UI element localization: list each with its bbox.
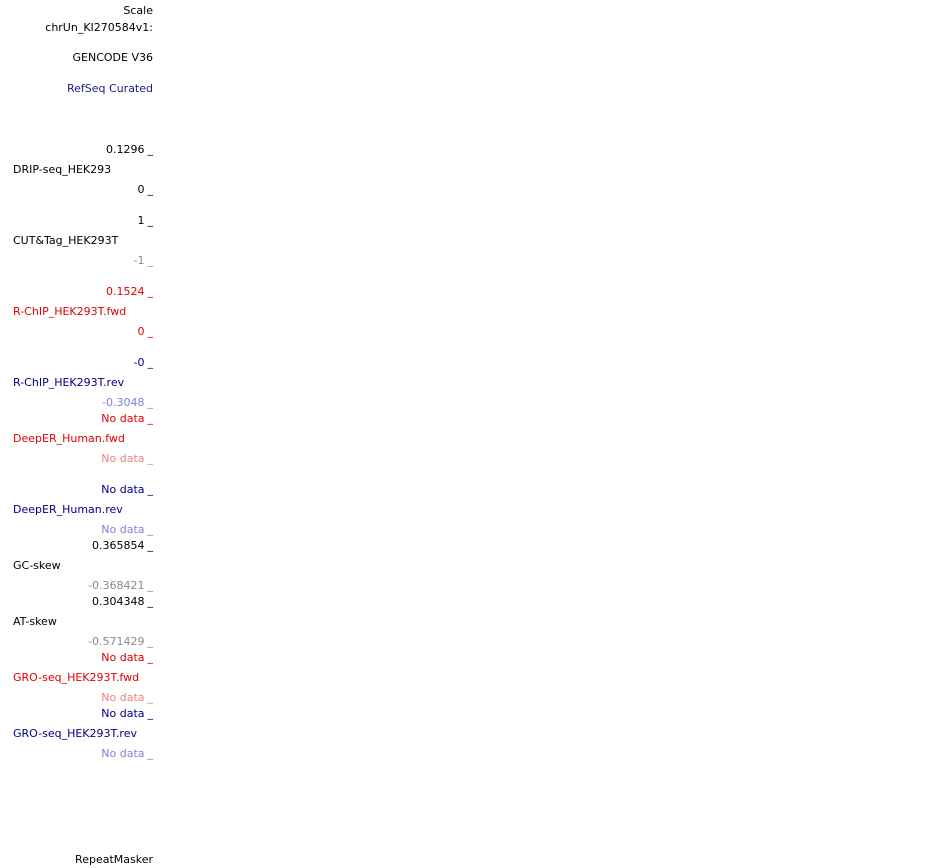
deeper-rev-min-label: No data _ (101, 523, 153, 536)
gcskew-max-label: 0.365854 _ (92, 539, 153, 552)
rchip-rev-track-name[interactable]: R-ChIP_HEK293T.rev (13, 376, 125, 389)
rchip-fwd-min-label: 0 _ (137, 325, 154, 338)
gro-fwd-min-label: No data _ (101, 691, 153, 704)
drip-track-name[interactable]: DRIP-seq_HEK293 (13, 163, 112, 176)
gro-fwd-track-name[interactable]: GRO-seq_HEK293T.fwd (13, 671, 140, 684)
deeper-fwd-track-name[interactable]: DeepER_Human.fwd (13, 432, 125, 445)
chrom-label[interactable]: chrUn_KI270584v1: (45, 21, 153, 34)
deeper-rev-max-label: No data _ (101, 483, 153, 496)
drip-max-label: 0.1296 _ (106, 143, 153, 156)
rchip-fwd-track-name[interactable]: R-ChIP_HEK293T.fwd (13, 305, 127, 318)
gro-rev-track-name[interactable]: GRO-seq_HEK293T.rev (13, 727, 137, 740)
atskew-min-label: -0.571429 _ (88, 635, 153, 648)
gro-rev-min-label: No data _ (101, 747, 153, 760)
repeatmasker-track-label[interactable]: RepeatMasker (75, 853, 153, 866)
cuttag-track-name[interactable]: CUT&Tag_HEK293T (13, 234, 119, 247)
gcskew-min-label: -0.368421 _ (88, 579, 153, 592)
deeper-rev-track-name[interactable]: DeepER_Human.rev (13, 503, 123, 516)
atskew-max-label: 0.304348 _ (92, 595, 153, 608)
gencode-track-label[interactable]: GENCODE V36 (72, 51, 153, 64)
scale-label[interactable]: Scale (123, 4, 153, 17)
rchip-rev-min-label: -0.3048 _ (102, 396, 153, 409)
drip-min-label: 0 _ (137, 183, 154, 196)
gro-fwd-max-label: No data _ (101, 651, 153, 664)
gcskew-track-name[interactable]: GC-skew (13, 559, 61, 572)
cuttag-min-label: -1 _ (133, 254, 153, 267)
deeper-fwd-max-label: No data _ (101, 412, 153, 425)
gro-rev-max-label: No data _ (101, 707, 153, 720)
rchip-fwd-max-label: 0.1524 _ (106, 285, 153, 298)
deeper-fwd-min-label: No data _ (101, 452, 153, 465)
cuttag-max-label: 1 _ (137, 214, 154, 227)
rchip-rev-max-label: -0 _ (133, 356, 153, 369)
atskew-track-name[interactable]: AT-skew (13, 615, 57, 628)
refseq-track-label[interactable]: RefSeq Curated (67, 82, 153, 95)
